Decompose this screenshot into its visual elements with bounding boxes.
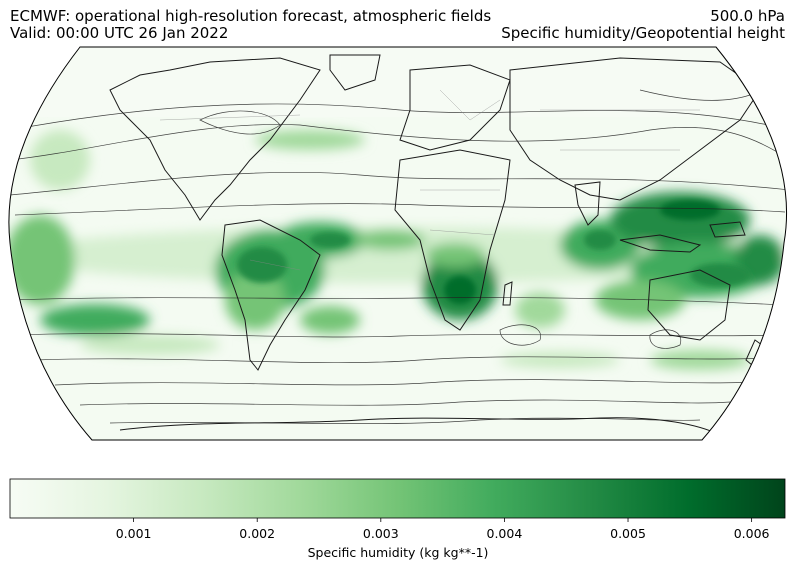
north-america-outline	[109, 57, 321, 221]
africa-outline	[394, 149, 511, 331]
humidity-cores	[237, 200, 750, 304]
map-title: ECMWF: operational high-resolution forec…	[10, 7, 492, 25]
colorbar-tick-label: 0.002	[239, 526, 276, 541]
pressure-level: 500.0 hPa	[710, 7, 785, 25]
colorbar-tick-label: 0.001	[115, 526, 152, 541]
valid-time: Valid: 00:00 UTC 26 Jan 2022	[10, 24, 229, 42]
arctic-dry-zone	[8, 47, 787, 117]
colorbar	[9, 478, 786, 519]
field-description: Specific humidity/Geopotential height	[501, 24, 785, 42]
coastlines	[109, 54, 763, 436]
antarctica-outline	[119, 417, 721, 436]
europe-outline	[399, 64, 511, 151]
colorbar-label: Specific humidity (kg kg**-1)	[307, 545, 489, 560]
asia-outline	[509, 57, 761, 201]
madagascar-outline	[502, 281, 513, 306]
geopotential-contours	[9, 89, 787, 425]
colorbar-tick-label: 0.005	[610, 526, 646, 541]
south-america-outline	[221, 219, 321, 371]
colorbar-tick-marks	[133, 518, 753, 522]
indonesia-outline	[619, 234, 702, 253]
india-outline	[574, 181, 601, 226]
globe-outline	[8, 46, 787, 441]
colorbar-tick-label: 0.004	[486, 526, 523, 541]
australia-outline	[647, 269, 731, 341]
greenland-outline	[329, 54, 381, 91]
colorbar-tick-label: 0.006	[733, 526, 770, 541]
country-borders	[159, 89, 700, 271]
colorbar-tick-label: 0.003	[362, 526, 399, 541]
